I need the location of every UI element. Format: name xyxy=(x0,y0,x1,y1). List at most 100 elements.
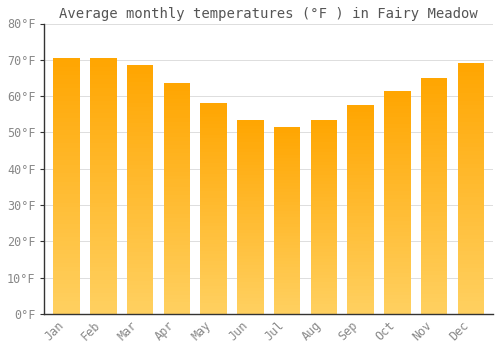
Bar xyxy=(384,150,410,154)
Bar xyxy=(458,105,484,109)
Bar xyxy=(384,269,410,273)
Bar xyxy=(90,199,117,203)
Bar xyxy=(421,98,448,101)
Bar xyxy=(54,186,80,190)
Bar xyxy=(384,165,410,169)
Bar xyxy=(164,248,190,252)
Bar xyxy=(164,164,190,168)
Bar xyxy=(200,167,227,170)
Bar xyxy=(421,168,448,172)
Bar xyxy=(458,113,484,118)
Bar xyxy=(54,310,80,314)
Bar xyxy=(127,310,154,314)
Bar xyxy=(458,76,484,80)
Bar xyxy=(348,244,374,248)
Bar xyxy=(458,126,484,130)
Bar xyxy=(200,216,227,219)
Bar xyxy=(200,181,227,184)
Bar xyxy=(274,167,300,170)
Bar xyxy=(310,307,337,311)
Bar xyxy=(274,152,300,155)
Bar xyxy=(127,161,154,165)
Bar xyxy=(200,205,227,209)
Bar xyxy=(458,297,484,301)
Bar xyxy=(127,215,154,218)
Bar xyxy=(127,281,154,285)
Bar xyxy=(90,148,117,152)
Bar xyxy=(458,306,484,310)
Bar xyxy=(458,109,484,113)
Bar xyxy=(237,184,264,188)
Bar xyxy=(127,140,154,144)
Bar xyxy=(90,293,117,297)
Bar xyxy=(90,246,117,250)
Bar xyxy=(237,265,264,268)
Bar xyxy=(458,268,484,272)
Bar xyxy=(54,160,80,164)
Bar xyxy=(200,226,227,230)
Bar xyxy=(421,78,448,82)
Bar xyxy=(384,273,410,277)
Bar xyxy=(237,272,264,275)
Bar xyxy=(164,260,190,264)
Bar xyxy=(237,304,264,307)
Bar xyxy=(90,250,117,254)
Bar xyxy=(458,243,484,247)
Bar xyxy=(310,155,337,159)
Bar xyxy=(384,295,410,299)
Bar xyxy=(200,307,227,310)
Bar xyxy=(421,164,448,168)
Bar xyxy=(274,146,300,149)
Bar xyxy=(310,197,337,201)
Bar xyxy=(90,254,117,258)
Bar xyxy=(421,255,448,259)
Bar xyxy=(421,294,448,298)
Bar xyxy=(164,141,190,145)
Bar xyxy=(310,120,337,123)
Bar xyxy=(458,143,484,147)
Bar xyxy=(164,106,190,110)
Bar xyxy=(348,164,374,168)
Bar xyxy=(348,279,374,282)
Bar xyxy=(274,298,300,301)
Bar xyxy=(274,193,300,196)
Bar xyxy=(90,216,117,220)
Bar xyxy=(274,224,300,227)
Bar xyxy=(90,66,117,71)
Bar xyxy=(164,241,190,245)
Bar xyxy=(54,92,80,96)
Bar xyxy=(127,127,154,132)
Bar xyxy=(237,136,264,139)
Bar xyxy=(310,178,337,181)
Bar xyxy=(200,244,227,247)
Bar xyxy=(458,218,484,222)
Bar xyxy=(310,249,337,252)
Bar xyxy=(127,152,154,156)
Bar xyxy=(54,126,80,131)
Bar xyxy=(421,274,448,279)
Bar xyxy=(127,69,154,73)
Bar xyxy=(54,297,80,301)
Bar xyxy=(274,255,300,258)
Bar xyxy=(127,78,154,82)
Bar xyxy=(384,195,410,198)
Bar xyxy=(274,189,300,193)
Bar xyxy=(127,119,154,123)
Bar xyxy=(54,164,80,169)
Bar xyxy=(384,113,410,117)
Bar xyxy=(310,159,337,162)
Bar xyxy=(348,150,374,154)
Bar xyxy=(384,217,410,221)
Bar xyxy=(348,272,374,275)
Bar xyxy=(274,276,300,280)
Bar xyxy=(127,260,154,264)
Bar xyxy=(90,305,117,310)
Bar xyxy=(384,106,410,109)
Bar xyxy=(274,155,300,158)
Bar xyxy=(200,310,227,314)
Bar xyxy=(54,96,80,101)
Bar xyxy=(200,223,227,226)
Bar xyxy=(384,232,410,236)
Bar xyxy=(90,113,117,118)
Bar xyxy=(458,122,484,126)
